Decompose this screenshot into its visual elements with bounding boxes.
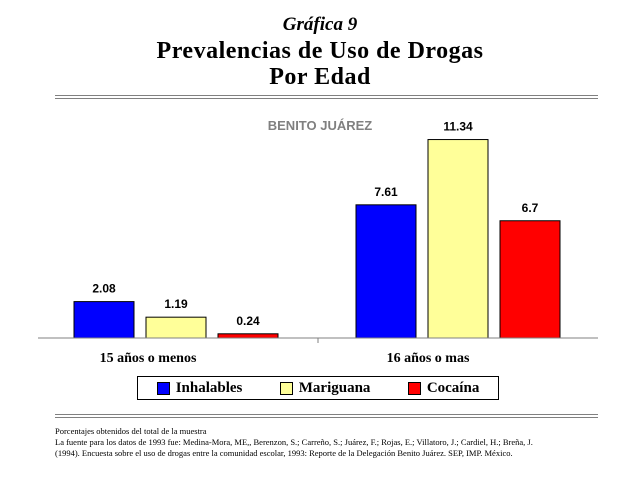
bar-chart: 2.08 7.61 1.19 11.34 0.24 6.7 15 años o menos… [38, 120, 598, 366]
legend-label-inhalables: Inhalables [175, 379, 243, 396]
bottom-divider-2 [55, 417, 598, 418]
note-line-2: La fuente para los datos de 1993 fue: Me… [55, 437, 533, 447]
bar-inhalables-1 [355, 204, 417, 339]
chart-subtitle: BENITO JUÁREZ [267, 118, 373, 133]
source-notes: Porcentajes obtenidos del total de la mu… [55, 426, 615, 459]
value-label-cocaina-0: 0.24 [236, 314, 260, 328]
value-label-mariguana-0: 1.19 [164, 297, 188, 311]
bar-cocaina-1 [499, 220, 561, 339]
bar-inhalables-0 [73, 301, 135, 339]
note-line-3: (1994). Encuesta sobre el uso de drogas … [55, 448, 513, 458]
category-label-1: 16 años o mas [387, 351, 470, 366]
legend-swatch-inhalables [156, 381, 170, 395]
legend-item-cocaina: Cocaína [407, 379, 480, 397]
top-divider-2 [55, 98, 598, 99]
legend-swatch-mariguana [279, 381, 293, 395]
category-label-0: 15 años o menos [100, 351, 197, 366]
legend-item-mariguana: Mariguana [279, 379, 371, 397]
note-line-1: Porcentajes obtenidos del total de la mu… [55, 426, 207, 436]
chart-kicker-title: Gráfica 9 [282, 14, 358, 35]
bar-cocaina-0 [217, 333, 279, 339]
legend-label-cocaina: Cocaína [426, 379, 480, 396]
chart-main-title: Prevalencias de Uso de Drogas Por Edad [0, 38, 640, 90]
value-label-cocaina-1: 6.7 [522, 201, 539, 215]
bottom-divider [55, 414, 598, 415]
legend-swatch-cocaina [407, 381, 421, 395]
chart-legend: Inhalables Mariguana Cocaína [137, 376, 499, 400]
title-line-1: Prevalencias de Uso de Drogas [156, 38, 484, 64]
bar-mariguana-1 [427, 139, 489, 339]
top-divider [55, 95, 598, 96]
legend-label-mariguana: Mariguana [298, 379, 371, 396]
value-label-mariguana-1: 11.34 [443, 120, 473, 134]
bars-group [73, 139, 561, 339]
legend-item-inhalables: Inhalables [156, 379, 243, 397]
value-labels-group: 2.08 7.61 1.19 11.34 0.24 6.7 [92, 120, 538, 328]
value-label-inhalables-0: 2.08 [92, 282, 116, 296]
value-label-inhalables-1: 7.61 [374, 185, 398, 199]
title-line-2: Por Edad [269, 64, 371, 90]
bar-mariguana-0 [145, 316, 207, 339]
